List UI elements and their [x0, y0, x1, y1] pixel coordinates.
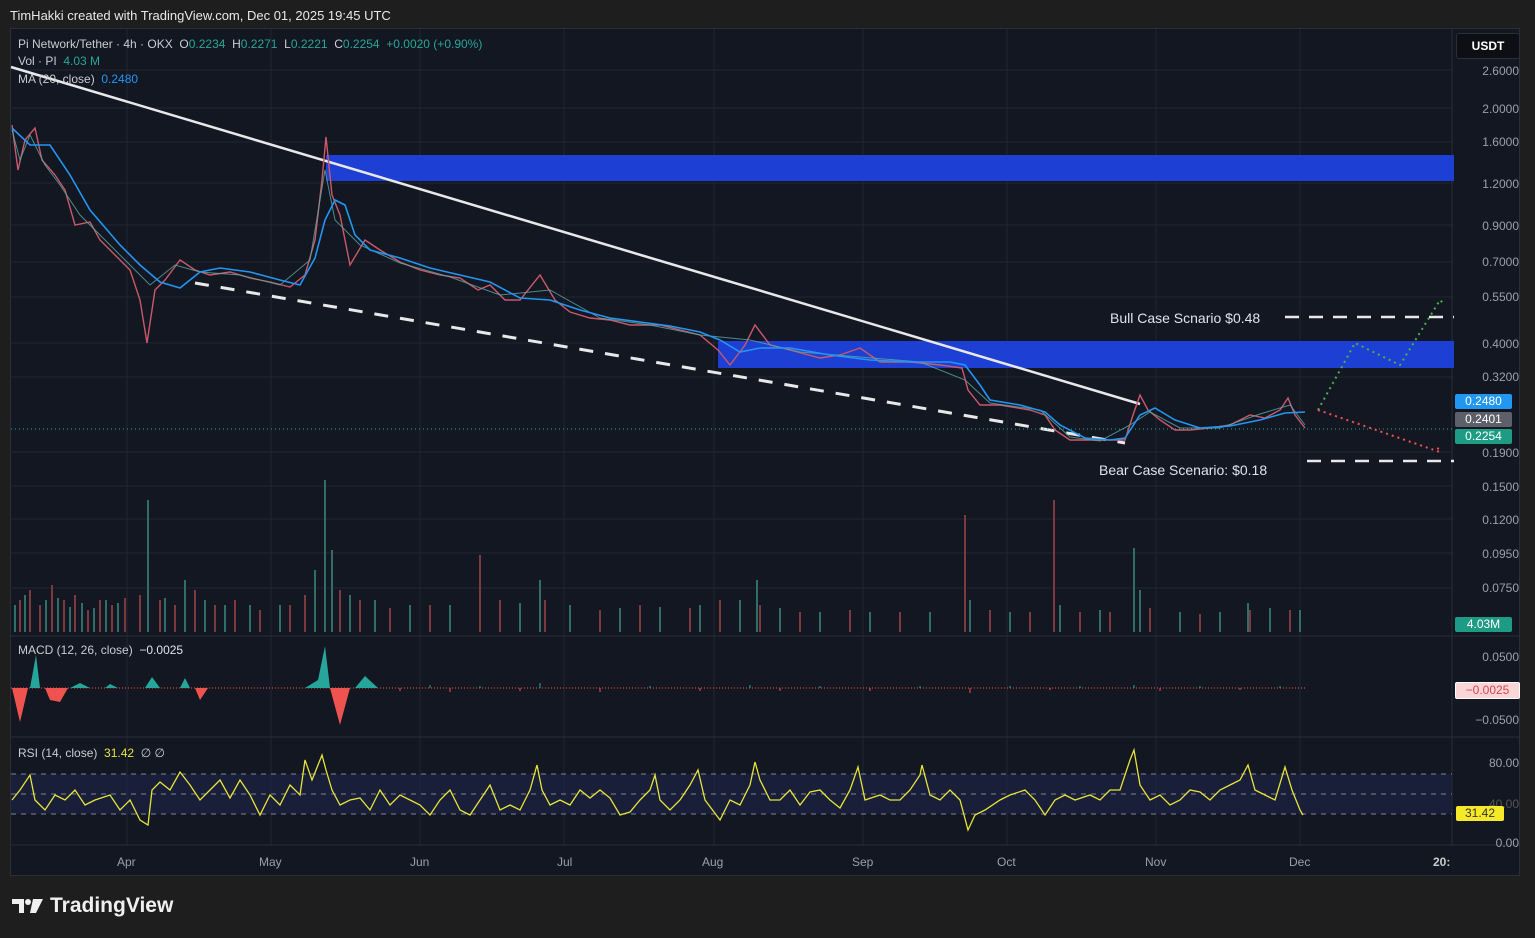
tradingview-logo-icon [12, 899, 43, 913]
bull-projection-path[interactable] [1317, 298, 1446, 411]
open-value: 0.2234 [188, 37, 226, 51]
time-tick: Nov [1145, 855, 1167, 869]
time-tick: Dec [1289, 855, 1311, 869]
ma-price-tag: 0.2480 [1455, 394, 1512, 409]
symbol-name: Pi Network/Tether · 4h · OKX [18, 37, 173, 51]
bear-case-label[interactable]: Bear Case Scenario: $0.18 [1099, 462, 1268, 478]
hide-icon[interactable]: ∅ [154, 746, 165, 760]
ma-20-line [11, 127, 1306, 441]
last-price-tag: 0.2254 [1455, 429, 1512, 444]
time-tick: Jun [410, 855, 430, 869]
rsi-legend[interactable]: RSI (14, close) 31.42 ∅ ∅ [18, 746, 165, 760]
volume-bars [14, 480, 1301, 632]
volume-legend[interactable]: Vol · PI 4.03 M [18, 54, 100, 68]
rsi-tick: 0.00 [1495, 836, 1519, 850]
macd-value: −0.0025 [139, 643, 184, 657]
time-tick: Jul [557, 855, 573, 869]
price-tick: 0.3200 [1482, 370, 1519, 384]
low-value: 0.2221 [290, 37, 328, 51]
price-tick: 1.6000 [1482, 135, 1519, 149]
low-label: L [284, 37, 291, 51]
price-tick: 0.0750 [1482, 581, 1519, 595]
price-tick: 2.0000 [1482, 102, 1519, 116]
time-tick: 20: [1433, 855, 1451, 869]
mid-price-tag: 0.2401 [1455, 412, 1512, 427]
rsi-line[interactable] [11, 747, 1304, 832]
price-tick: 0.5500 [1482, 290, 1519, 304]
macd-label: MACD (12, 26, close) [18, 643, 133, 657]
rsi-value-tag: 31.42 [1456, 806, 1504, 821]
time-tick: May [259, 855, 282, 869]
ma-label: MA (20, close) [18, 72, 95, 86]
time-tick: Sep [852, 855, 874, 869]
price-tick: 0.1500 [1482, 480, 1519, 494]
macd-histogram [12, 646, 1281, 725]
price-tick: 0.1900 [1482, 446, 1519, 460]
volume-label: Vol · PI [18, 54, 57, 68]
brand-name: TradingView [50, 894, 174, 917]
price-tick: 0.0950 [1482, 547, 1519, 561]
bull-case-label[interactable]: Bull Case Scnario $0.48 [1110, 310, 1261, 326]
close-value: 0.2254 [342, 37, 380, 51]
hide-icon[interactable]: ∅ [140, 746, 155, 760]
price-tick: 0.4000 [1482, 337, 1519, 351]
price-tick: 0.7000 [1482, 255, 1519, 269]
rsi-tick: 80.00 [1488, 756, 1519, 770]
price-tick: 0.9000 [1482, 219, 1519, 233]
open-label: O [179, 37, 189, 51]
ma-value: 0.2480 [101, 72, 139, 86]
volume-value: 4.03 M [63, 54, 101, 68]
chart-credit: TimHakki created with TradingView.com, D… [10, 8, 391, 23]
rsi-value: 31.42 [104, 746, 135, 760]
ma-legend[interactable]: MA (20, close) 0.2480 [18, 72, 138, 86]
rsi-label: RSI (14, close) [18, 746, 98, 760]
macd-value-tag: −0.0025 [1455, 682, 1520, 699]
macd-legend[interactable]: MACD (12, 26, close) −0.0025 [18, 643, 183, 657]
currency-button[interactable]: USDT [1456, 33, 1520, 59]
tradingview-logo[interactable]: TradingView [12, 894, 173, 918]
price-tick: 0.1200 [1482, 513, 1519, 527]
macd-tick: 0.0500 [1482, 650, 1519, 664]
resistance-zone-upper[interactable] [326, 155, 1454, 181]
time-tick: Apr [117, 855, 136, 869]
price-series [11, 124, 1306, 441]
time-tick: Oct [997, 855, 1016, 869]
high-label: H [232, 37, 241, 51]
time-tick: Aug [702, 855, 724, 869]
change-value: +0.0020 (+0.90%) [386, 37, 483, 51]
volume-tag: 4.03M [1455, 617, 1512, 632]
downtrend-support-line[interactable] [194, 281, 1126, 445]
high-value: 0.2271 [240, 37, 278, 51]
downtrend-resistance-line[interactable] [10, 65, 1141, 406]
symbol-legend[interactable]: Pi Network/Tether · 4h · OKX O0.2234 H0.… [18, 37, 482, 51]
close-label: C [334, 37, 343, 51]
macd-tick: −0.0500 [1475, 713, 1519, 727]
bear-projection-path[interactable] [1317, 409, 1443, 454]
price-tick: 1.2000 [1482, 177, 1519, 191]
price-tick: 2.6000 [1482, 64, 1519, 78]
